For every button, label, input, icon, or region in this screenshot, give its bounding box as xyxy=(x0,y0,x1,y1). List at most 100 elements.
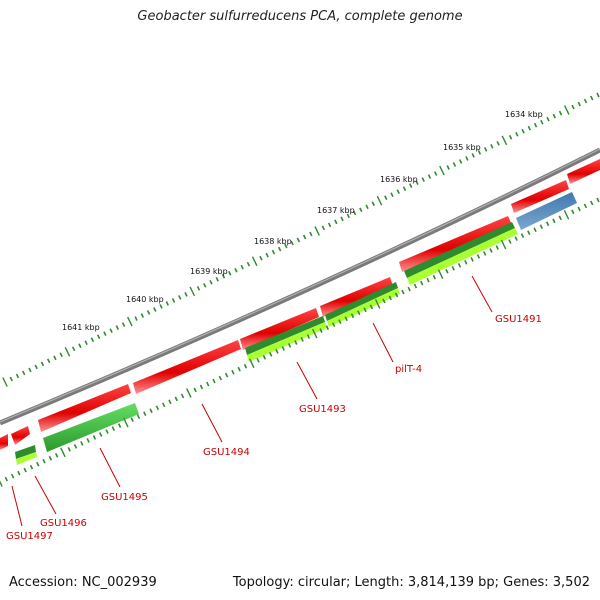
outer-tick xyxy=(434,171,438,176)
inner-tick xyxy=(48,455,53,461)
cds-gsu1491-light[interactable] xyxy=(407,228,518,285)
outer-tick xyxy=(78,343,82,349)
inner-tick xyxy=(401,289,405,295)
outer-tick xyxy=(277,246,282,252)
label-gsu1495: GSU1495 xyxy=(101,492,148,503)
inner-tick xyxy=(476,254,481,259)
cds-gsu1496-light[interactable] xyxy=(16,452,37,465)
inner-tick xyxy=(111,426,115,431)
inner-tick xyxy=(363,307,367,313)
gene-gsu1493[interactable] xyxy=(240,308,319,350)
inner-tick xyxy=(212,378,216,384)
outer-tick xyxy=(458,159,463,164)
cds-gsu1493-light[interactable] xyxy=(247,322,327,362)
inner-tick xyxy=(539,224,544,230)
outer-tick xyxy=(533,122,538,128)
outer-tick xyxy=(184,292,188,297)
inner-tick xyxy=(311,328,318,339)
genome-backbone xyxy=(0,147,600,426)
outer-tick xyxy=(203,282,207,288)
outer-tick xyxy=(577,101,581,107)
outer-tick xyxy=(71,346,76,352)
rna-gene-blue[interactable] xyxy=(516,192,577,230)
outer-tick xyxy=(427,174,432,179)
outer-tick xyxy=(171,298,176,303)
gene-pilt-4[interactable] xyxy=(320,277,393,317)
inner-tick xyxy=(99,432,103,437)
outer-tick xyxy=(583,98,588,104)
inner-tick xyxy=(275,349,279,354)
map-footer: Accession: NC_002939 Topology: circular;… xyxy=(0,572,600,592)
outer-tick xyxy=(508,134,513,140)
leader-gsu1494 xyxy=(201,403,223,443)
inner-tick xyxy=(432,274,436,280)
inner-tick xyxy=(563,210,570,220)
outer-tick xyxy=(103,331,107,336)
gene-gsu1495-fwd[interactable] xyxy=(38,384,131,432)
outer-tick xyxy=(196,286,201,291)
inner-tick xyxy=(437,269,444,280)
cds-gsu1496[interactable] xyxy=(15,445,36,459)
label-gsu1494: GSU1494 xyxy=(203,447,250,458)
outer-tick xyxy=(53,355,57,361)
inner-tick xyxy=(287,343,292,348)
inner-tick-ring xyxy=(0,197,600,487)
outer-tick xyxy=(47,358,51,364)
inner-tick xyxy=(168,399,172,405)
outer-tick xyxy=(346,213,350,219)
outer-tick xyxy=(596,92,600,98)
outer-tick xyxy=(446,165,450,170)
cds-gsu1495[interactable] xyxy=(43,403,139,452)
gene-gsu1491[interactable] xyxy=(399,216,512,272)
inner-tick xyxy=(73,444,78,449)
gene-gsu1494[interactable] xyxy=(133,340,241,394)
inner-tick xyxy=(338,319,342,325)
inner-tick xyxy=(143,411,147,417)
outer-tick xyxy=(515,131,519,137)
inner-tick xyxy=(552,218,556,224)
inner-tick xyxy=(180,393,185,399)
outer-tick xyxy=(109,328,113,333)
gene-gsu1490[interactable] xyxy=(511,180,569,213)
gene-gsu1496[interactable] xyxy=(11,426,30,445)
kbp-label-1635: 1635 kbp xyxy=(443,143,481,152)
outer-tick xyxy=(490,144,494,149)
outer-tick xyxy=(28,367,32,373)
cds-gsu1493-dark[interactable] xyxy=(245,316,325,355)
inner-tick xyxy=(470,257,474,262)
label-leaders xyxy=(11,275,493,527)
outer-tick xyxy=(246,261,251,267)
inner-tick xyxy=(256,357,260,363)
gene-gsu1497[interactable] xyxy=(0,434,8,450)
outer-tick xyxy=(146,310,151,315)
outer-tick xyxy=(189,286,196,297)
inner-tick xyxy=(237,366,241,372)
gene-gsu1489[interactable] xyxy=(567,159,600,184)
inner-tick xyxy=(483,251,487,256)
kbp-label-1637: 1637 kbp xyxy=(317,206,355,215)
inner-tick xyxy=(186,388,192,398)
inner-tick xyxy=(457,262,462,268)
outer-tick xyxy=(334,219,338,225)
inner-tick xyxy=(243,363,248,369)
outer-tick xyxy=(296,237,301,243)
cds-gsu1491-dark[interactable] xyxy=(404,222,515,278)
outer-tick xyxy=(590,95,594,101)
outer-tick xyxy=(153,307,157,312)
outer-tick xyxy=(84,340,88,346)
cds-pilt-4-dark[interactable] xyxy=(325,282,398,321)
genome-backbone-highlight xyxy=(0,148,600,423)
genome-summary-text: Topology: circular; Length: 3,814,139 bp… xyxy=(232,575,590,590)
label-gsu1493: GSU1493 xyxy=(299,404,346,415)
kbp-label-1639: 1639 kbp xyxy=(190,267,228,276)
inner-tick xyxy=(42,458,46,464)
inner-tick xyxy=(420,280,424,286)
outer-tick xyxy=(140,313,145,318)
outer-tick xyxy=(165,301,169,306)
outer-tick xyxy=(134,316,138,321)
inner-tick xyxy=(269,352,273,357)
inner-tick xyxy=(123,417,129,428)
outer-tick xyxy=(352,210,357,216)
outer-tick xyxy=(309,231,313,237)
outer-tick xyxy=(359,207,363,213)
